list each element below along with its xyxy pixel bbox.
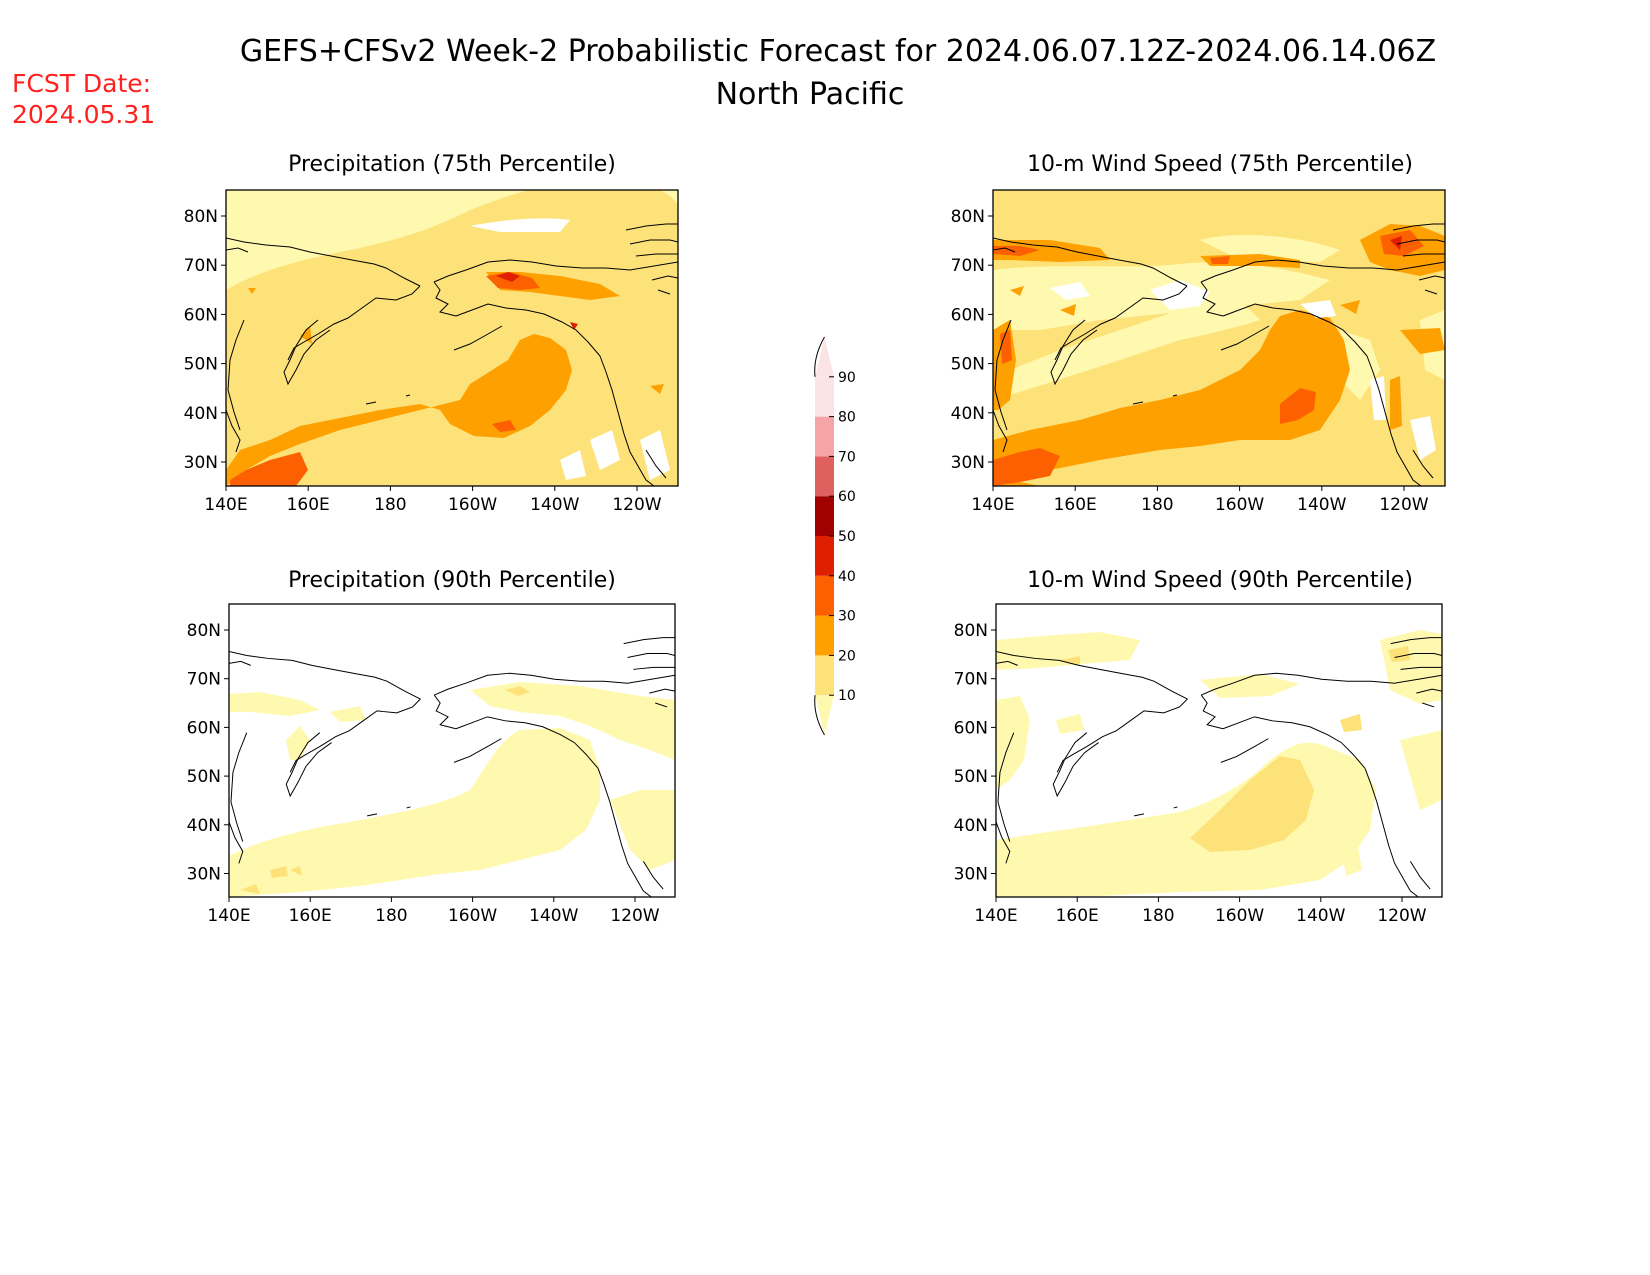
lon-tick-label: 120W: [1379, 495, 1428, 515]
lat-tick-label: 50N: [951, 355, 985, 375]
lat-tick-label: 50N: [184, 355, 218, 375]
colorbar-swatch: [815, 615, 834, 656]
colorbar-label: 50: [838, 529, 856, 545]
lat-tick-label: 70N: [184, 256, 218, 276]
lat-tick-label: 30N: [184, 453, 218, 473]
lat-tick-label: 80N: [951, 207, 985, 227]
lon-axis: 140E 160E 180 160W 140W 120W: [974, 897, 1427, 926]
map-area: [229, 604, 675, 897]
panel-title: Precipitation (90th Percentile): [288, 568, 616, 593]
lat-tick-label: 40N: [187, 816, 221, 836]
lat-tick-label: 40N: [951, 404, 985, 424]
lon-tick-label: 140W: [1296, 906, 1345, 926]
lat-tick-label: 40N: [184, 404, 218, 424]
colorbar-label: 30: [838, 609, 856, 625]
colorbar-label: 60: [838, 489, 856, 505]
colorbar-label: 20: [838, 648, 856, 664]
colorbar-label: 40: [838, 569, 856, 585]
map-area: [993, 190, 1445, 486]
colorbar-label: 80: [838, 410, 856, 426]
lon-tick-label: 140W: [1297, 495, 1346, 515]
lat-tick-label: 60N: [951, 305, 985, 325]
lat-tick-label: 40N: [954, 816, 988, 836]
lat-tick-label: 60N: [184, 305, 218, 325]
panel-title: 10-m Wind Speed (75th Percentile): [1027, 152, 1413, 177]
colorbar-legend: 10 20 30 40 50 60 70 80 90: [814, 336, 856, 736]
lon-tick-label: 160E: [1056, 906, 1099, 926]
lat-tick-label: 80N: [187, 621, 221, 641]
lon-tick-label: 140E: [204, 495, 247, 515]
lon-tick-label: 140E: [974, 906, 1017, 926]
lat-tick-label: 30N: [954, 865, 988, 885]
fcst-date-label: FCST Date:: [12, 69, 151, 98]
panel-wind-90: 10-m Wind Speed (90th Percentile): [954, 568, 1443, 926]
lat-tick-label: 50N: [187, 767, 221, 787]
lon-tick-label: 160W: [1215, 906, 1264, 926]
lon-tick-label: 160W: [448, 495, 497, 515]
lon-tick-label: 160E: [1054, 495, 1097, 515]
lat-tick-label: 30N: [187, 865, 221, 885]
colorbar-end-lower: [815, 695, 834, 735]
colorbar-swatch: [815, 496, 834, 536]
lon-tick-label: 160W: [1215, 495, 1264, 515]
colorbar-swatch: [815, 376, 834, 417]
colorbar-swatch: [815, 575, 834, 616]
colorbar-swatch: [815, 536, 834, 576]
lat-tick-label: 70N: [187, 670, 221, 690]
colorbar-label: 70: [838, 449, 856, 465]
panel-title: 10-m Wind Speed (90th Percentile): [1027, 568, 1413, 593]
lon-axis: 140E 160E 180 160W 140W 120W: [207, 897, 660, 926]
panel-precip-75: Precipitation (75th Percentile): [184, 152, 679, 515]
lon-tick-label: 160E: [287, 495, 330, 515]
lon-tick-label: 120W: [612, 495, 661, 515]
lon-axis: 140E 160E 180 160W 140W 120W: [204, 486, 662, 515]
lat-axis: 80N 70N 60N 50N 40N 30N: [184, 207, 226, 473]
lat-tick-label: 80N: [184, 207, 218, 227]
lon-tick-label: 140W: [530, 495, 579, 515]
lon-tick-label: 140E: [207, 906, 250, 926]
lat-tick-label: 30N: [951, 453, 985, 473]
lon-tick-label: 160E: [289, 906, 332, 926]
region-subtitle: North Pacific: [716, 77, 905, 112]
lon-tick-label: 120W: [1377, 906, 1426, 926]
map-area: [226, 190, 678, 486]
lat-tick-label: 50N: [954, 767, 988, 787]
panel-wind-75: 10-m Wind Speed (75th Percentile): [951, 152, 1446, 515]
lon-tick-label: 180: [375, 906, 407, 926]
lon-tick-label: 140W: [529, 906, 578, 926]
lon-tick-label: 180: [1141, 495, 1173, 515]
lat-axis: 80N 70N 60N 50N 40N 30N: [187, 621, 229, 885]
colorbar-swatch: [815, 456, 834, 497]
colorbar-swatch: [815, 655, 834, 696]
panel-title: Precipitation (75th Percentile): [288, 152, 616, 177]
lon-tick-label: 180: [374, 495, 406, 515]
figure-title: GEFS+CFSv2 Week-2 Probabilistic Forecast…: [240, 34, 1436, 69]
colorbar-swatch: [815, 416, 834, 457]
colorbar-label: 10: [838, 688, 856, 704]
map-area: [996, 604, 1442, 897]
lat-tick-label: 60N: [954, 718, 988, 738]
lon-tick-label: 140E: [971, 495, 1014, 515]
colorbar-end-upper: [815, 337, 834, 377]
panel-precip-90: Precipitation (90th Percentile) 80N 70N 60…: [187, 568, 676, 926]
lat-tick-label: 70N: [951, 256, 985, 276]
lat-tick-label: 60N: [187, 718, 221, 738]
lat-axis: 80N 70N 60N 50N 40N 30N: [951, 207, 993, 473]
lon-tick-label: 120W: [610, 906, 659, 926]
colorbar-label: 90: [838, 370, 856, 386]
lat-tick-label: 70N: [954, 670, 988, 690]
lat-tick-label: 80N: [954, 621, 988, 641]
lat-axis: 80N 70N 60N 50N 40N 30N: [954, 621, 996, 885]
lon-tick-label: 180: [1142, 906, 1174, 926]
lon-axis: 140E 160E 180 160W 140W 120W: [971, 486, 1429, 515]
fcst-date-value: 2024.05.31: [12, 100, 155, 129]
lon-tick-label: 160W: [448, 906, 497, 926]
